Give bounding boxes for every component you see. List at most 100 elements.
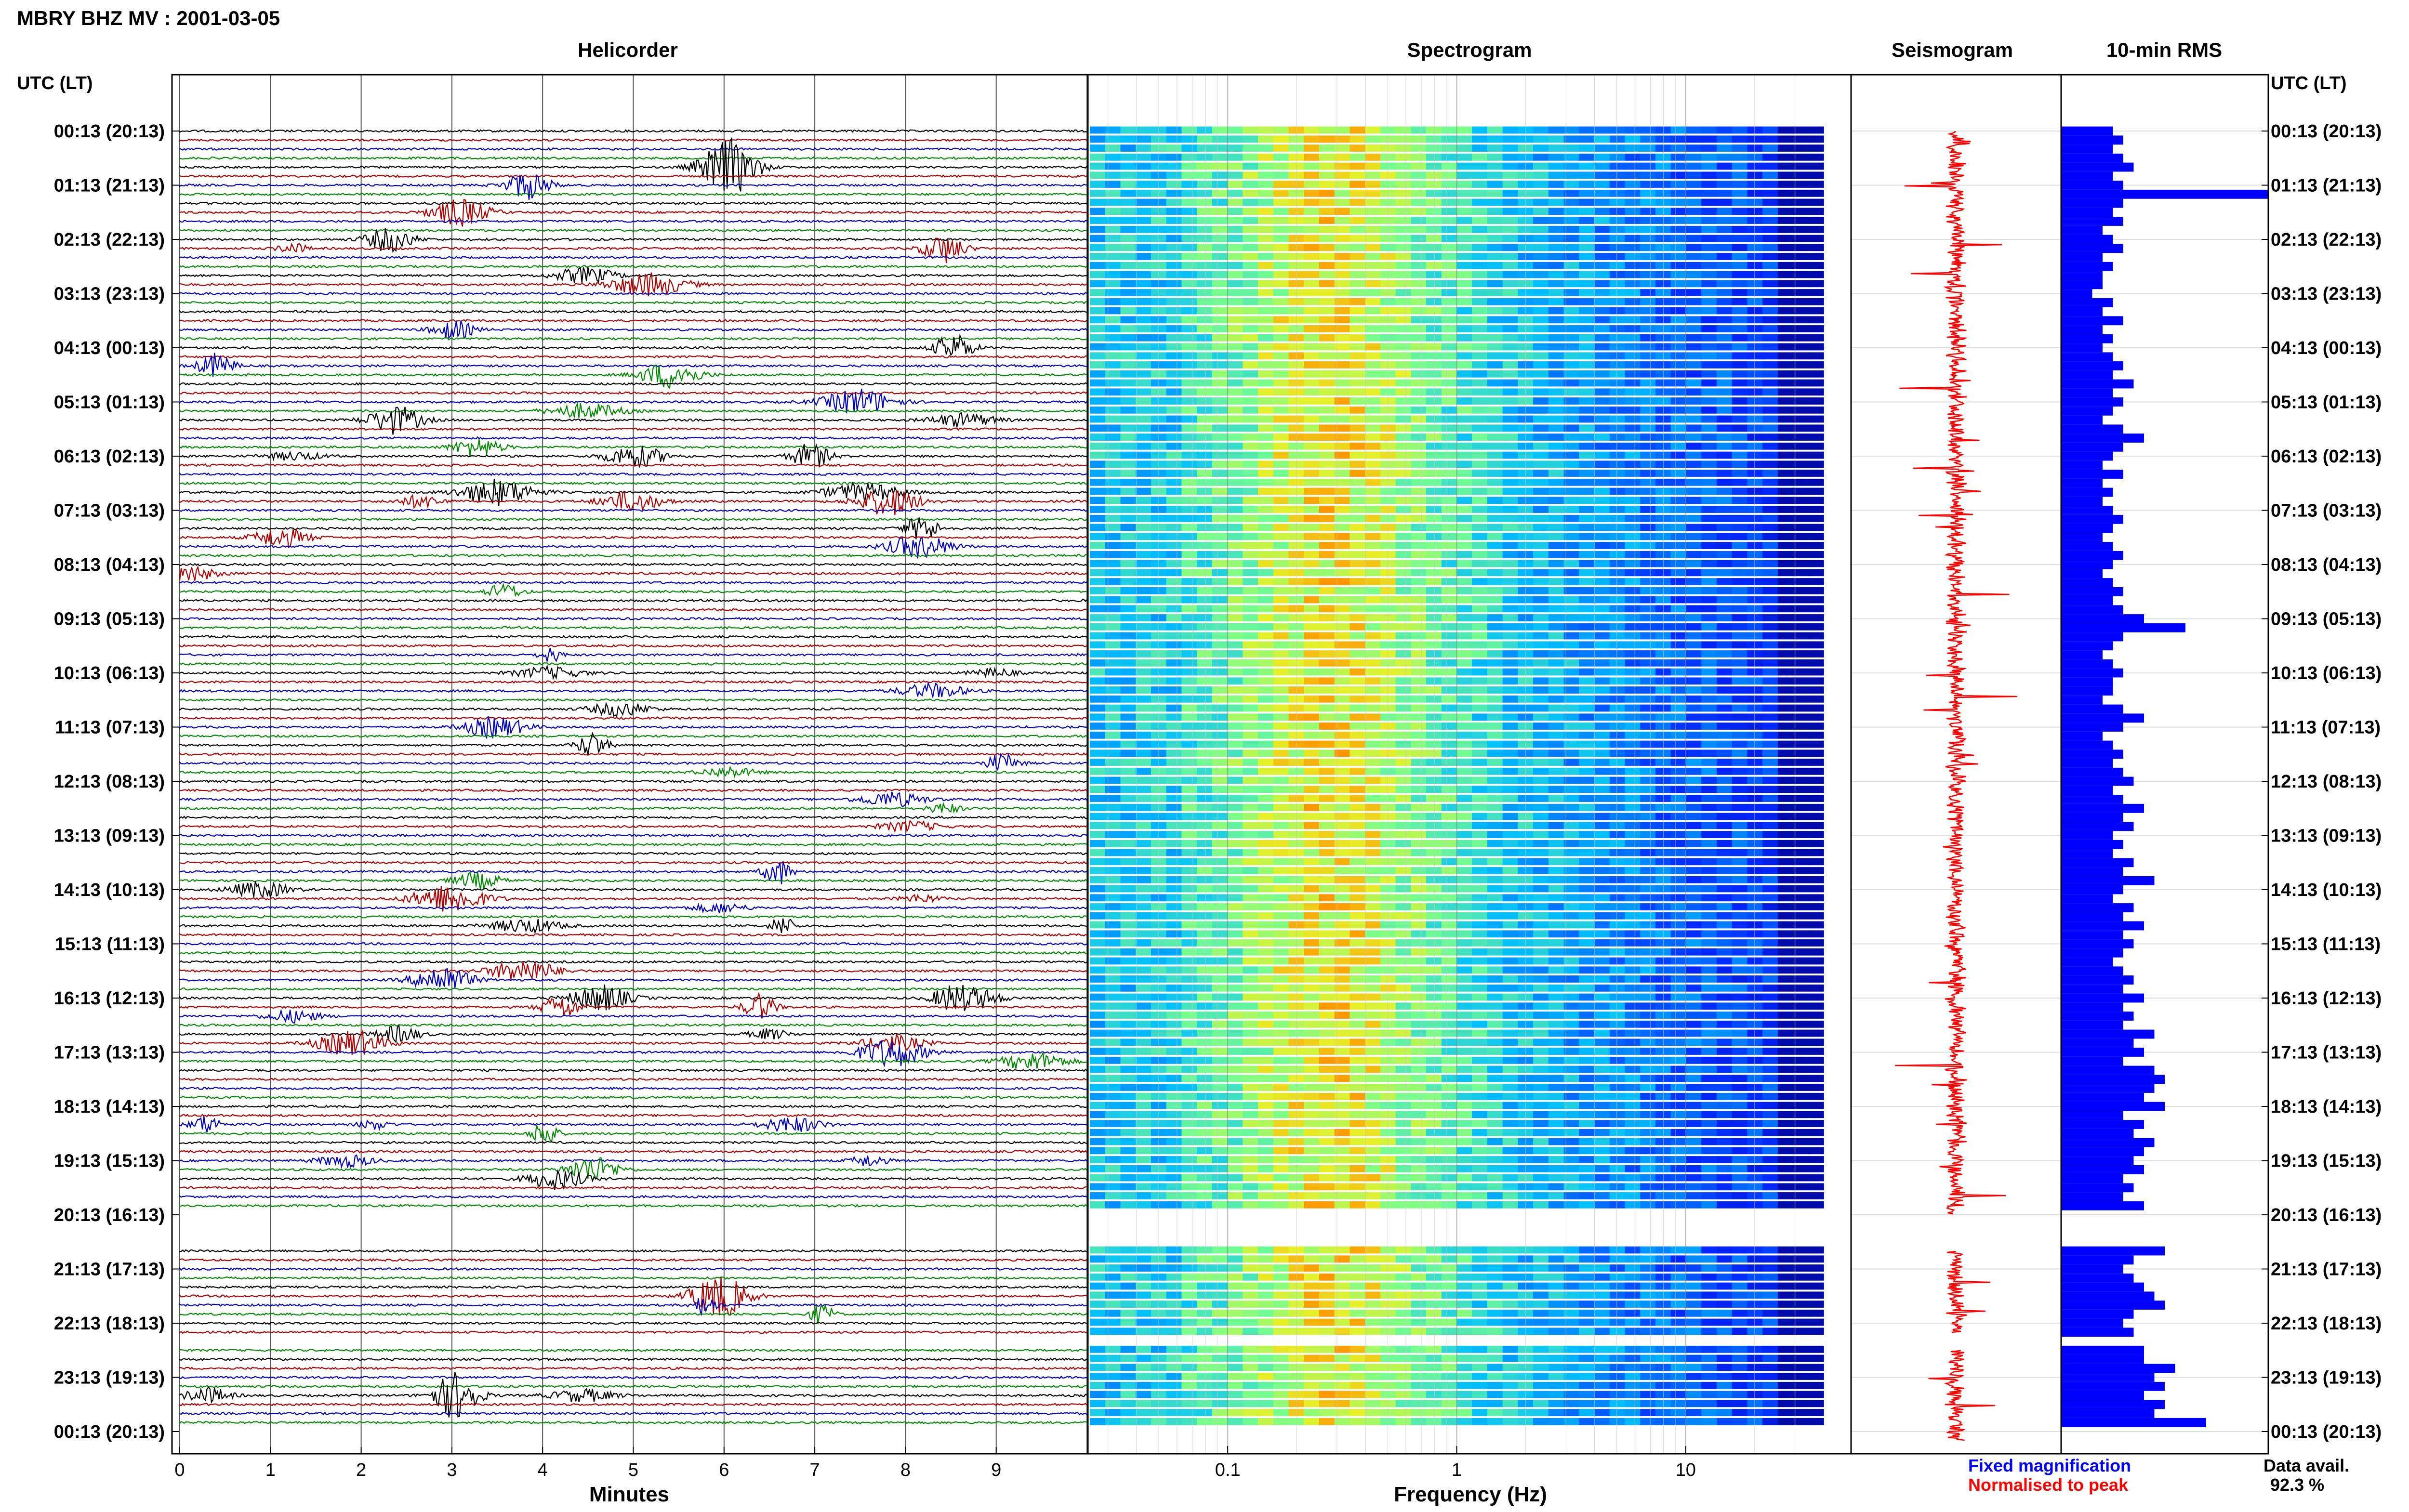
spectrogram-cell (1166, 650, 1182, 657)
spectrogram-cell (1732, 235, 1748, 242)
spectrogram-cell (1502, 208, 1519, 215)
spectrogram-cell (1350, 776, 1365, 784)
spectrogram-cell (1243, 524, 1258, 531)
spectrogram-cell (1411, 289, 1427, 296)
spectrogram-cell (1563, 704, 1580, 712)
spectrogram-cell (1212, 903, 1228, 910)
spectrogram-cell (1793, 1002, 1809, 1010)
spectrogram-cell (1395, 704, 1412, 712)
spectrogram-cell (1808, 641, 1824, 649)
spectrogram-cell (1090, 352, 1106, 360)
spectrogram-cell (1304, 578, 1320, 585)
spectrogram-cell (1594, 759, 1610, 766)
spectrogram-cell (1793, 225, 1809, 233)
spectrogram-cell (1563, 903, 1580, 910)
spectrogram-cell (1732, 542, 1748, 549)
spectrogram-cell (1365, 695, 1381, 703)
spectrogram-cell (1136, 361, 1152, 368)
spectrogram-cell (1594, 957, 1610, 965)
spectrogram-cell (1243, 975, 1258, 983)
spectrogram-cell (1563, 316, 1580, 324)
spectrogram-cell (1502, 623, 1519, 631)
spectrogram-cell (1625, 388, 1641, 396)
spectrogram-cell (1732, 253, 1748, 260)
spectrogram-cell (1090, 596, 1106, 604)
spectrogram-cell (1563, 145, 1580, 152)
spectrogram-cell (1594, 388, 1610, 396)
spectrogram-cell (1579, 975, 1595, 983)
spectrogram-cell (1166, 551, 1182, 558)
spectrogram-cell (1472, 623, 1488, 631)
spectrogram-cell (1243, 867, 1258, 874)
spectrogram-cell (1808, 650, 1824, 657)
spectrogram-cell (1777, 713, 1794, 721)
spectrogram-cell (1762, 225, 1778, 233)
spectrogram-cell (1212, 1029, 1228, 1037)
spectrogram-cell (1334, 478, 1350, 486)
spectrogram-cell (1533, 298, 1549, 305)
spectrogram-cell (1594, 379, 1610, 387)
spectrogram-cell (1411, 298, 1427, 305)
spectrogram-cell (1105, 1002, 1121, 1010)
spectrogram-cell (1441, 343, 1457, 351)
spectrogram-cell (1166, 542, 1182, 549)
spectrogram-cell (1472, 840, 1488, 847)
spectrogram-cell (1090, 343, 1106, 351)
spectrogram-cell (1136, 171, 1152, 179)
spectrogram-cell (1350, 451, 1365, 459)
spectrogram-cell (1793, 533, 1809, 540)
spectrogram-cell (1502, 370, 1519, 378)
spectrogram-cell (1166, 451, 1182, 459)
spectrogram-cell (1487, 723, 1503, 730)
spectrogram-cell (1777, 723, 1794, 730)
spectrogram-cell (1579, 803, 1595, 811)
spectrogram-cell (1716, 786, 1733, 793)
spectrogram-cell (1304, 831, 1320, 838)
spectrogram-cell (1701, 470, 1717, 477)
spectrogram-cell (1609, 289, 1626, 296)
spectrogram-cell (1120, 361, 1136, 368)
spectrogram-cell (1670, 542, 1687, 549)
spectrogram-cell (1105, 352, 1121, 360)
spectrogram-cell (1502, 244, 1519, 251)
spectrogram-cell (1197, 153, 1213, 161)
spectrogram-cell (1365, 948, 1381, 956)
spectrogram-cell (1319, 569, 1335, 577)
spectrogram-cell (1793, 325, 1809, 332)
spectrogram-cell (1105, 244, 1121, 251)
spectrogram-cell (1441, 442, 1457, 450)
spectrogram-cell (1243, 605, 1258, 613)
spectrogram-cell (1441, 225, 1457, 233)
spectrogram-cell (1609, 822, 1626, 829)
spectrogram-cell (1212, 478, 1228, 486)
spectrogram-cell (1716, 506, 1733, 513)
spectrogram-cell (1319, 1020, 1335, 1028)
spectrogram-cell (1166, 506, 1182, 513)
spectrogram-cell (1212, 632, 1228, 640)
spectrogram-cell (1579, 659, 1595, 667)
spectrogram-cell (1273, 677, 1289, 685)
spectrogram-cell (1472, 731, 1488, 739)
spectrogram-cell (1579, 343, 1595, 351)
spectrogram-cell (1579, 379, 1595, 387)
spectrogram-cell (1426, 271, 1442, 278)
spectrogram-cell (1762, 704, 1778, 712)
spectrogram-cell (1793, 189, 1809, 197)
spectrogram-cell (1426, 225, 1442, 233)
spectrogram-cell (1548, 208, 1564, 215)
spectrogram-cell (1701, 497, 1717, 504)
spectrogram-cell (1579, 767, 1595, 775)
spectrogram-cell (1686, 424, 1702, 432)
spectrogram-cell (1640, 695, 1656, 703)
spectrogram-cell (1579, 307, 1595, 315)
spectrogram-cell (1426, 921, 1442, 929)
spectrogram-cell (1273, 948, 1289, 956)
spectrogram-cell (1426, 1020, 1442, 1028)
spectrogram-cell (1319, 208, 1335, 215)
spectrogram-cell (1365, 803, 1381, 811)
spectrogram-cell (1579, 126, 1595, 134)
spectrogram-cell (1793, 434, 1809, 441)
spectrogram-cell (1136, 948, 1152, 956)
spectrogram-cell (1762, 939, 1778, 947)
spectrogram-cell (1365, 325, 1381, 332)
